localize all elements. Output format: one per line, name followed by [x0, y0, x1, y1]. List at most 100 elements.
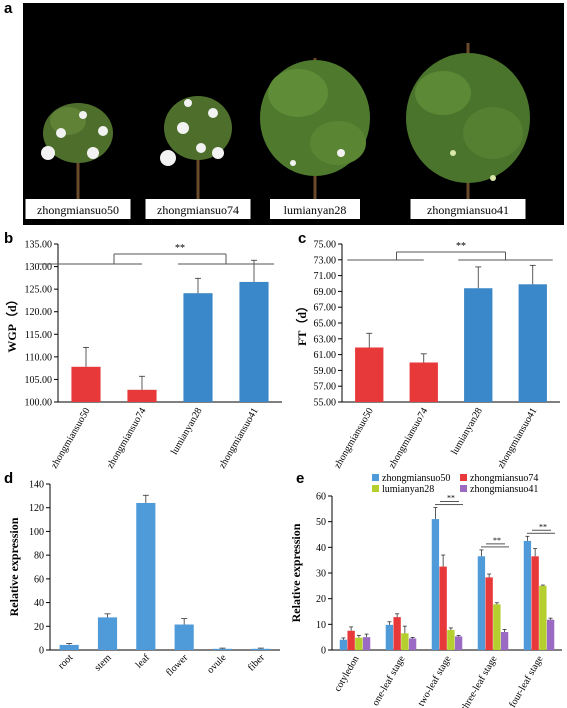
panel-letter-e: e: [296, 470, 305, 487]
bar: [431, 519, 440, 650]
bar: [546, 619, 555, 650]
significance-marker: **: [539, 522, 547, 531]
y-axis-label: Relative expression: [7, 517, 21, 616]
photo-label: zhongmiansuo74: [157, 203, 239, 217]
panel-letter-b: b: [4, 230, 14, 247]
x-tick-label: fiber: [246, 652, 268, 674]
x-tick-label: zhongmiansuo74: [105, 406, 149, 471]
significance-marker: **: [493, 536, 501, 545]
photo-label: zhongmiansuo41: [427, 203, 509, 217]
legend-swatch: [460, 474, 467, 481]
bar: [464, 288, 493, 402]
y-tick-label: 115.00: [25, 330, 52, 341]
photo-label-box: [25, 199, 131, 219]
y-tick-label: 125.00: [25, 285, 53, 296]
y-axis-label: FT（d）: [294, 300, 309, 346]
y-tick-label: 10: [316, 620, 326, 631]
bar: [500, 632, 509, 650]
panel-letter-d: d: [4, 470, 14, 487]
bar: [127, 389, 157, 402]
y-tick-label: 40: [316, 543, 326, 554]
y-tick-label: 55.00: [314, 398, 337, 409]
bar: [136, 502, 156, 650]
x-tick-label: root: [56, 652, 75, 671]
photo-label: lumianyan28: [284, 203, 347, 217]
legend-swatch: [372, 485, 379, 492]
plant-1: [41, 103, 113, 208]
x-tick-label: lumianyan28: [449, 406, 485, 457]
y-tick-label: 61.00: [314, 350, 337, 361]
panel-letter-a: a: [4, 0, 13, 17]
bar: [523, 540, 532, 650]
bar: [454, 636, 463, 650]
bar: [393, 617, 401, 650]
x-tick-label: lumianyan28: [169, 406, 205, 457]
legend-label: lumianyan28: [382, 484, 434, 495]
bar: [409, 362, 438, 402]
x-tick-label: four-leaf stage: [507, 654, 546, 708]
legend-label: zhongmiansuo74: [470, 473, 538, 484]
y-axis-label: Relative expression: [289, 523, 303, 622]
bar: [493, 604, 501, 650]
y-tick-label: 100.00: [25, 398, 53, 409]
y-tick-label: 20: [316, 594, 326, 605]
y-tick-label: 71.00: [314, 271, 337, 282]
chart-c-ft: 55.00 57.00 59.00 61.00 63.00 65.00 67.00 69.00…: [294, 240, 560, 471]
y-tick-label: 30: [316, 569, 326, 580]
y-tick-label: 105.00: [25, 375, 53, 386]
bar: [71, 366, 101, 402]
y-tick-label: 110.00: [25, 352, 52, 363]
bar: [339, 639, 348, 650]
legend-label: zhongmiansuo41: [470, 484, 538, 495]
photo-label-box: [145, 199, 251, 219]
x-tick-label: zhongmiansuo50: [49, 406, 93, 471]
y-tick-label: 20: [34, 622, 44, 633]
bar: [477, 556, 486, 650]
y-tick-label: 60: [34, 574, 44, 585]
bar: [355, 637, 363, 650]
y-tick-label: 63.00: [314, 334, 337, 345]
x-tick-label: flower: [164, 652, 191, 679]
photo-label-box: [410, 199, 526, 219]
y-tick-label: 59.00: [314, 366, 337, 377]
bar: [251, 648, 271, 650]
x-tick-label: zhongmiansuo74: [387, 406, 431, 471]
bar: [485, 577, 493, 650]
x-tick-label: ovule: [205, 652, 229, 676]
legend-swatch: [460, 485, 467, 492]
plant-2: [160, 96, 232, 208]
cotton-plants-photo: zhongmiansuo50 zhongmiansuo74 lumianyan28 z…: [23, 3, 564, 225]
photo-label: zhongmiansuo50: [37, 203, 119, 217]
plant-3: [260, 58, 370, 208]
y-tick-label: 0: [321, 646, 326, 657]
chart-b-wgp: 100.00 105.00 110.00 115.00 120.00 125.00 130.…: [4, 240, 282, 471]
y-tick-label: 120: [29, 503, 44, 514]
x-tick-label: three-leaf stage: [459, 654, 499, 708]
chart-d-tissue-expression: 0 20 40 60 80 100 120 140 Relative expression roo…: [7, 480, 280, 679]
y-axis-label: WGP（d）: [4, 293, 19, 352]
bar: [401, 633, 409, 650]
y-tick-label: 73.00: [314, 255, 337, 266]
x-tick-label: cotyledon: [332, 654, 361, 694]
significance-marker: **: [175, 243, 185, 254]
x-tick-label: one-leaf stage: [370, 654, 408, 708]
x-tick-label: zhongmiansuo41: [217, 406, 261, 471]
y-tick-label: 140: [29, 480, 44, 491]
bar: [408, 638, 417, 650]
bar: [518, 284, 547, 402]
x-tick-label: zhongmiansuo41: [496, 406, 540, 471]
y-tick-label: 75.00: [314, 240, 337, 251]
bar: [239, 281, 269, 402]
bar: [385, 624, 394, 650]
x-tick-label: two-leaf stage: [416, 654, 454, 708]
bar: [97, 617, 118, 650]
photo-label-box: [270, 199, 360, 219]
bar: [439, 566, 447, 650]
y-tick-label: 80: [34, 551, 44, 562]
bar: [347, 630, 355, 650]
legend-label: zhongmiansuo50: [382, 473, 450, 484]
y-tick-label: 0: [39, 646, 44, 657]
photo-labels: zhongmiansuo50 zhongmiansuo74 lumianyan28 z…: [25, 199, 526, 219]
y-tick-label: 40: [34, 598, 44, 609]
panel-letter-c: c: [298, 230, 307, 247]
